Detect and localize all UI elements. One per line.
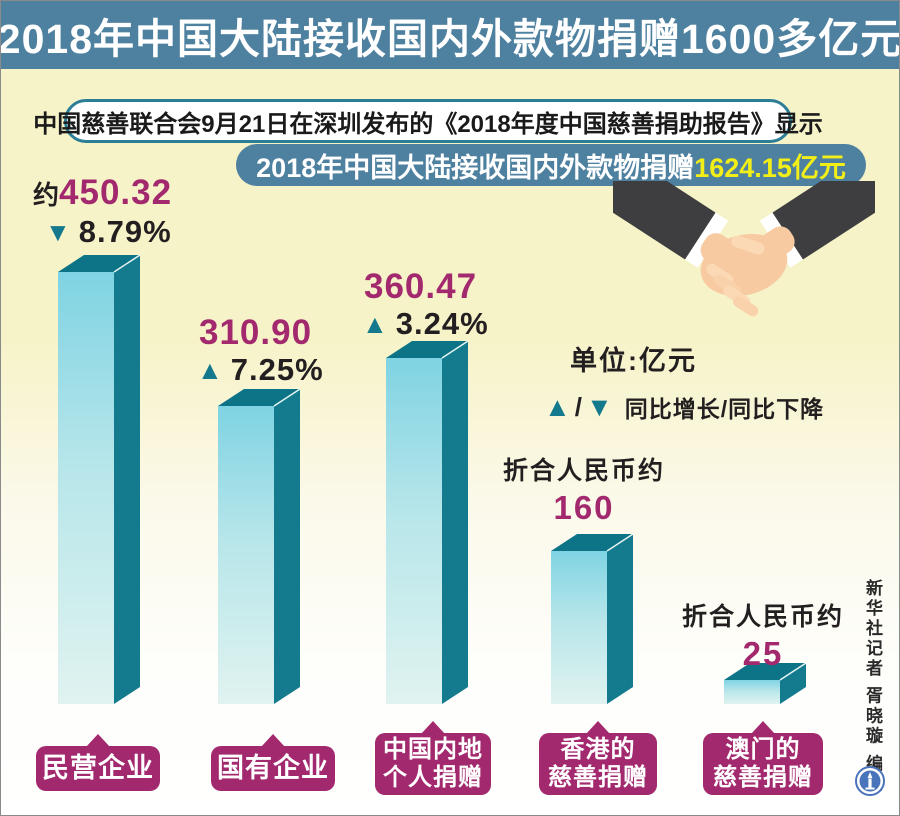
report-note-box: 中国慈善联合会9月21日在深圳发布的《2018年度中国慈善捐助报告》显示 <box>33 99 823 143</box>
bar-front-face <box>551 551 607 704</box>
legend-description: 同比增长/同比下降 <box>624 396 825 422</box>
value-prefix: 约 <box>33 180 60 210</box>
bar-front-face <box>218 406 274 704</box>
category-label-bubble: 澳门的 慈善捐赠 <box>703 721 823 795</box>
legend-unit: 单位:亿元 <box>570 346 697 376</box>
bar-top-face <box>58 255 140 272</box>
bar-top-face <box>386 341 468 358</box>
bar-approx-label: 折合人民币约 160 <box>499 451 669 527</box>
bar-top-face <box>218 389 300 406</box>
approx-text: 折合人民币约 <box>502 457 665 485</box>
title-band: 2018年中国大陆接收国内外款物捐赠1600多亿元 <box>1 1 899 69</box>
handshake-illustration <box>597 155 891 338</box>
up-triangle-icon: ▲ <box>362 308 388 339</box>
total-banner-highlight: 1624.15亿元 <box>694 152 846 183</box>
value-number: 310.90 <box>199 313 313 352</box>
category-label-line: 慈善捐赠 <box>713 764 813 791</box>
bar-value-label: 360.47 <box>364 267 477 307</box>
change-percent: 7.25% <box>230 352 324 387</box>
total-banner-text: 2018年中国大陆接收国内外款物捐赠1624.15亿元 <box>256 146 846 185</box>
category-label-bubble: 民营企业 <box>36 734 160 791</box>
bar-change-label: ▼ 8.79% <box>45 214 172 250</box>
category-label-line: 慈善捐赠 <box>548 764 648 791</box>
bar-front-face <box>386 358 442 704</box>
category-label-bubble: 国有企业 <box>211 734 335 791</box>
legend: 单位:亿元 ▲ / ▼ 同比增长/同比下降 <box>544 339 824 424</box>
bar-side-face <box>607 534 633 704</box>
value-number: 450.32 <box>59 173 173 212</box>
credit-text: 新华社记者 胥晓璇 编制 <box>863 579 882 795</box>
category-label-line: 澳门的 <box>725 735 801 763</box>
page-title: 2018年中国大陆接收国内外款物捐赠1600多亿元 <box>0 16 900 62</box>
down-triangle-icon: ▼ <box>585 391 613 422</box>
bar-change-label: ▲ 7.25% <box>197 352 324 388</box>
category-label-bubble: 中国内地 个人捐赠 <box>375 721 491 795</box>
bar-change-label: ▲ 3.24% <box>362 306 489 342</box>
bar-side-face <box>114 255 140 704</box>
total-banner: 2018年中国大陆接收国内外款物捐赠1624.15亿元 <box>236 144 866 186</box>
report-note-text: 中国慈善联合会9月21日在深圳发布的《2018年度中国慈善捐助报告》显示 <box>33 110 823 138</box>
bar-front-face <box>58 272 114 704</box>
approx-text: 折合人民币约 <box>681 603 844 631</box>
legend-markers-row: ▲ / ▼ 同比增长/同比下降 <box>544 390 824 424</box>
bar-approx-label: 折合人民币约 25 <box>673 597 853 673</box>
bar-value-label: 310.90 <box>199 313 312 353</box>
up-triangle-icon: ▲ <box>544 391 571 422</box>
total-banner-prefix: 2018年中国大陆接收国内外款物捐赠 <box>256 152 695 183</box>
bar-value-label: 约450.32 <box>33 173 172 213</box>
category-label-line: 民营企业 <box>42 752 154 783</box>
category-label-line: 香港的 <box>560 735 636 763</box>
change-percent: 8.79% <box>78 214 172 249</box>
change-percent: 3.24% <box>395 306 489 341</box>
value-number: 360.47 <box>364 267 478 306</box>
xinhua-logo-icon <box>854 765 886 797</box>
legend-slash: / <box>574 391 582 422</box>
category-label-bubble: 香港的 慈善捐赠 <box>539 721 657 795</box>
bar-front-face <box>724 680 780 704</box>
handshake-icon <box>597 155 891 317</box>
category-label-line: 个人捐赠 <box>383 764 483 791</box>
down-triangle-icon: ▼ <box>45 216 71 247</box>
category-label-line: 中国内地 <box>383 735 483 763</box>
value-number: 160 <box>553 489 615 526</box>
bar-side-face <box>442 341 468 704</box>
bar-side-face <box>274 389 300 704</box>
up-triangle-icon: ▲ <box>197 354 223 385</box>
bar-top-face <box>551 534 633 551</box>
value-number: 25 <box>742 635 784 672</box>
category-label-line: 国有企业 <box>217 752 329 783</box>
